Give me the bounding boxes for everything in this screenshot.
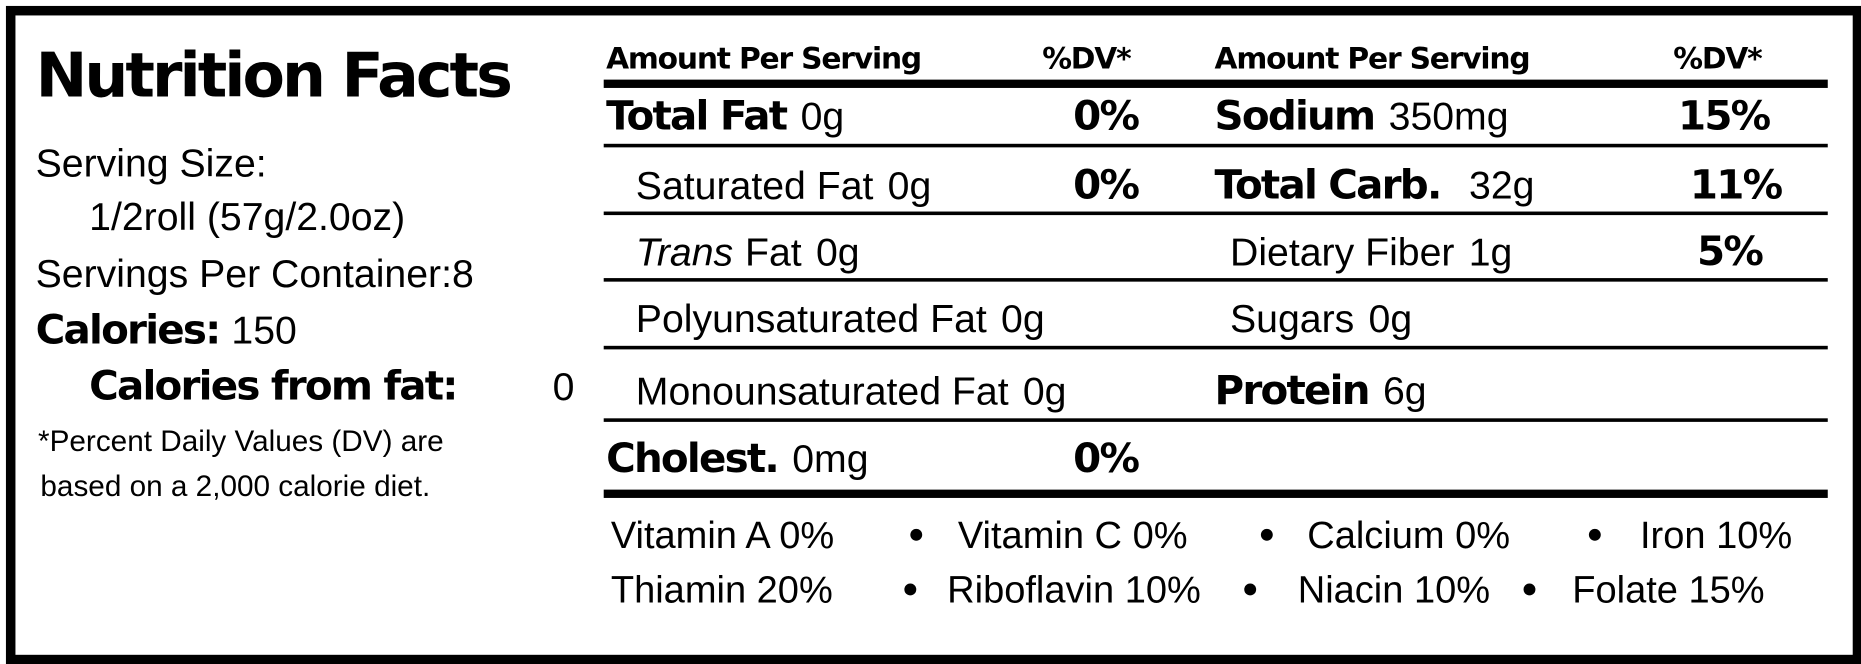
daily-value: 0% (1073, 92, 1140, 141)
nutrient-name: Total Carb. (1214, 161, 1443, 210)
nutrient: Sodium 350mg (1215, 96, 1509, 136)
vitamin: Folate 15% (1572, 568, 1765, 611)
bullet (904, 583, 917, 596)
nutrient-name: Monounsaturated Fat (635, 368, 1009, 413)
vitamin: Thiamin 20% (610, 568, 833, 611)
serving-size: 1/2roll (57g/2.0oz) (89, 194, 406, 239)
bullet (1523, 583, 1536, 596)
column-header: %DV* (1673, 40, 1762, 76)
rule (603, 489, 1828, 498)
bullet (1244, 583, 1257, 596)
vitamin: Iron 10% (1639, 513, 1793, 557)
daily-value: 11% (1689, 161, 1783, 210)
nutrient: Cholest. 0mg (606, 439, 868, 479)
nutrient-amount: 6g (1382, 368, 1427, 413)
nutrient-name: Sugars (1229, 296, 1355, 341)
nutrient-name: Sodium (1214, 92, 1377, 141)
nutrient-name: Polyunsaturated Fat (635, 296, 987, 341)
daily-value: 0% (1073, 161, 1140, 210)
rule (603, 418, 1828, 422)
label-border (5, 5, 1861, 664)
nutrient: Protein 6g (1215, 371, 1427, 411)
servings-per-container: Servings Per Container:8 (35, 251, 474, 296)
nutrient: Trans Fat 0g (636, 232, 860, 271)
daily-value: 5% (1697, 228, 1764, 276)
nutrient-amount: 0g (887, 163, 932, 208)
calories-value: 150 (231, 307, 297, 352)
calories-row: Calories: 150 (36, 310, 297, 350)
nutrient-amount: 0g (800, 93, 845, 138)
nutrient: Saturated Fat 0g (636, 166, 932, 205)
vitamin: Vitamin C 0% (957, 513, 1188, 557)
nutrient-amount: 0g (1368, 296, 1413, 341)
vitamin: Niacin 10% (1297, 568, 1491, 611)
footnote: *Percent Daily Values (DV) are (38, 424, 444, 459)
nutrient-name: Cholest. (606, 434, 780, 483)
nutrient-name-italic: Trans (635, 229, 734, 274)
rule (603, 278, 1828, 282)
title: Nutrition Facts (35, 40, 513, 112)
vitamin: Calcium 0% (1307, 513, 1511, 557)
nutrient-name: Fat (745, 229, 802, 274)
bullet (1260, 528, 1273, 541)
nutrient: Polyunsaturated Fat 0g (636, 299, 1045, 338)
nutrient-amount: 0g (1001, 296, 1045, 341)
daily-value: 0% (1073, 434, 1140, 483)
nutrient: Monounsaturated Fat 0g (636, 371, 1067, 410)
footnote: based on a 2,000 calorie diet. (40, 470, 431, 504)
rule (603, 79, 1828, 88)
calories-fat-label: Calories from fat: (89, 362, 458, 410)
nutrient-name: Dietary Fiber (1229, 229, 1455, 274)
calories-fat-value: 0 (552, 364, 575, 409)
column-header: Amount Per Serving (606, 40, 922, 76)
nutrient: Total Carb. 32g (1215, 165, 1535, 205)
nutrient-name: Total Fat (606, 92, 788, 141)
column-header: %DV* (1042, 40, 1131, 76)
nutrient-amount: 0g (815, 229, 860, 274)
nutrient-amount: 350mg (1388, 93, 1509, 138)
nutrient: Sugars 0g (1230, 299, 1412, 338)
vitamin: Riboflavin 10% (947, 568, 1201, 611)
nutrient-name: Saturated Fat (635, 163, 874, 208)
nutrient-amount: 0g (1022, 368, 1067, 413)
nutrient: Total Fat 0g (606, 96, 844, 136)
rule (603, 143, 1828, 148)
nutrient-amount: 0mg (792, 436, 869, 481)
column-header: Amount Per Serving (1214, 40, 1531, 76)
nutrient-amount: 32g (1469, 162, 1535, 207)
nutrient-name: Protein (1214, 367, 1371, 415)
bullet (1588, 528, 1601, 541)
serving-size-label: Serving Size: (35, 140, 267, 185)
nutrient: Dietary Fiber 1g (1230, 232, 1512, 271)
vitamin: Vitamin A 0% (610, 513, 835, 557)
rule (603, 211, 1828, 216)
daily-value: 15% (1678, 92, 1771, 141)
nutrient-amount: 1g (1468, 229, 1513, 274)
calories-label: Calories: (35, 306, 222, 355)
bullet (910, 528, 923, 541)
rule (603, 345, 1828, 350)
